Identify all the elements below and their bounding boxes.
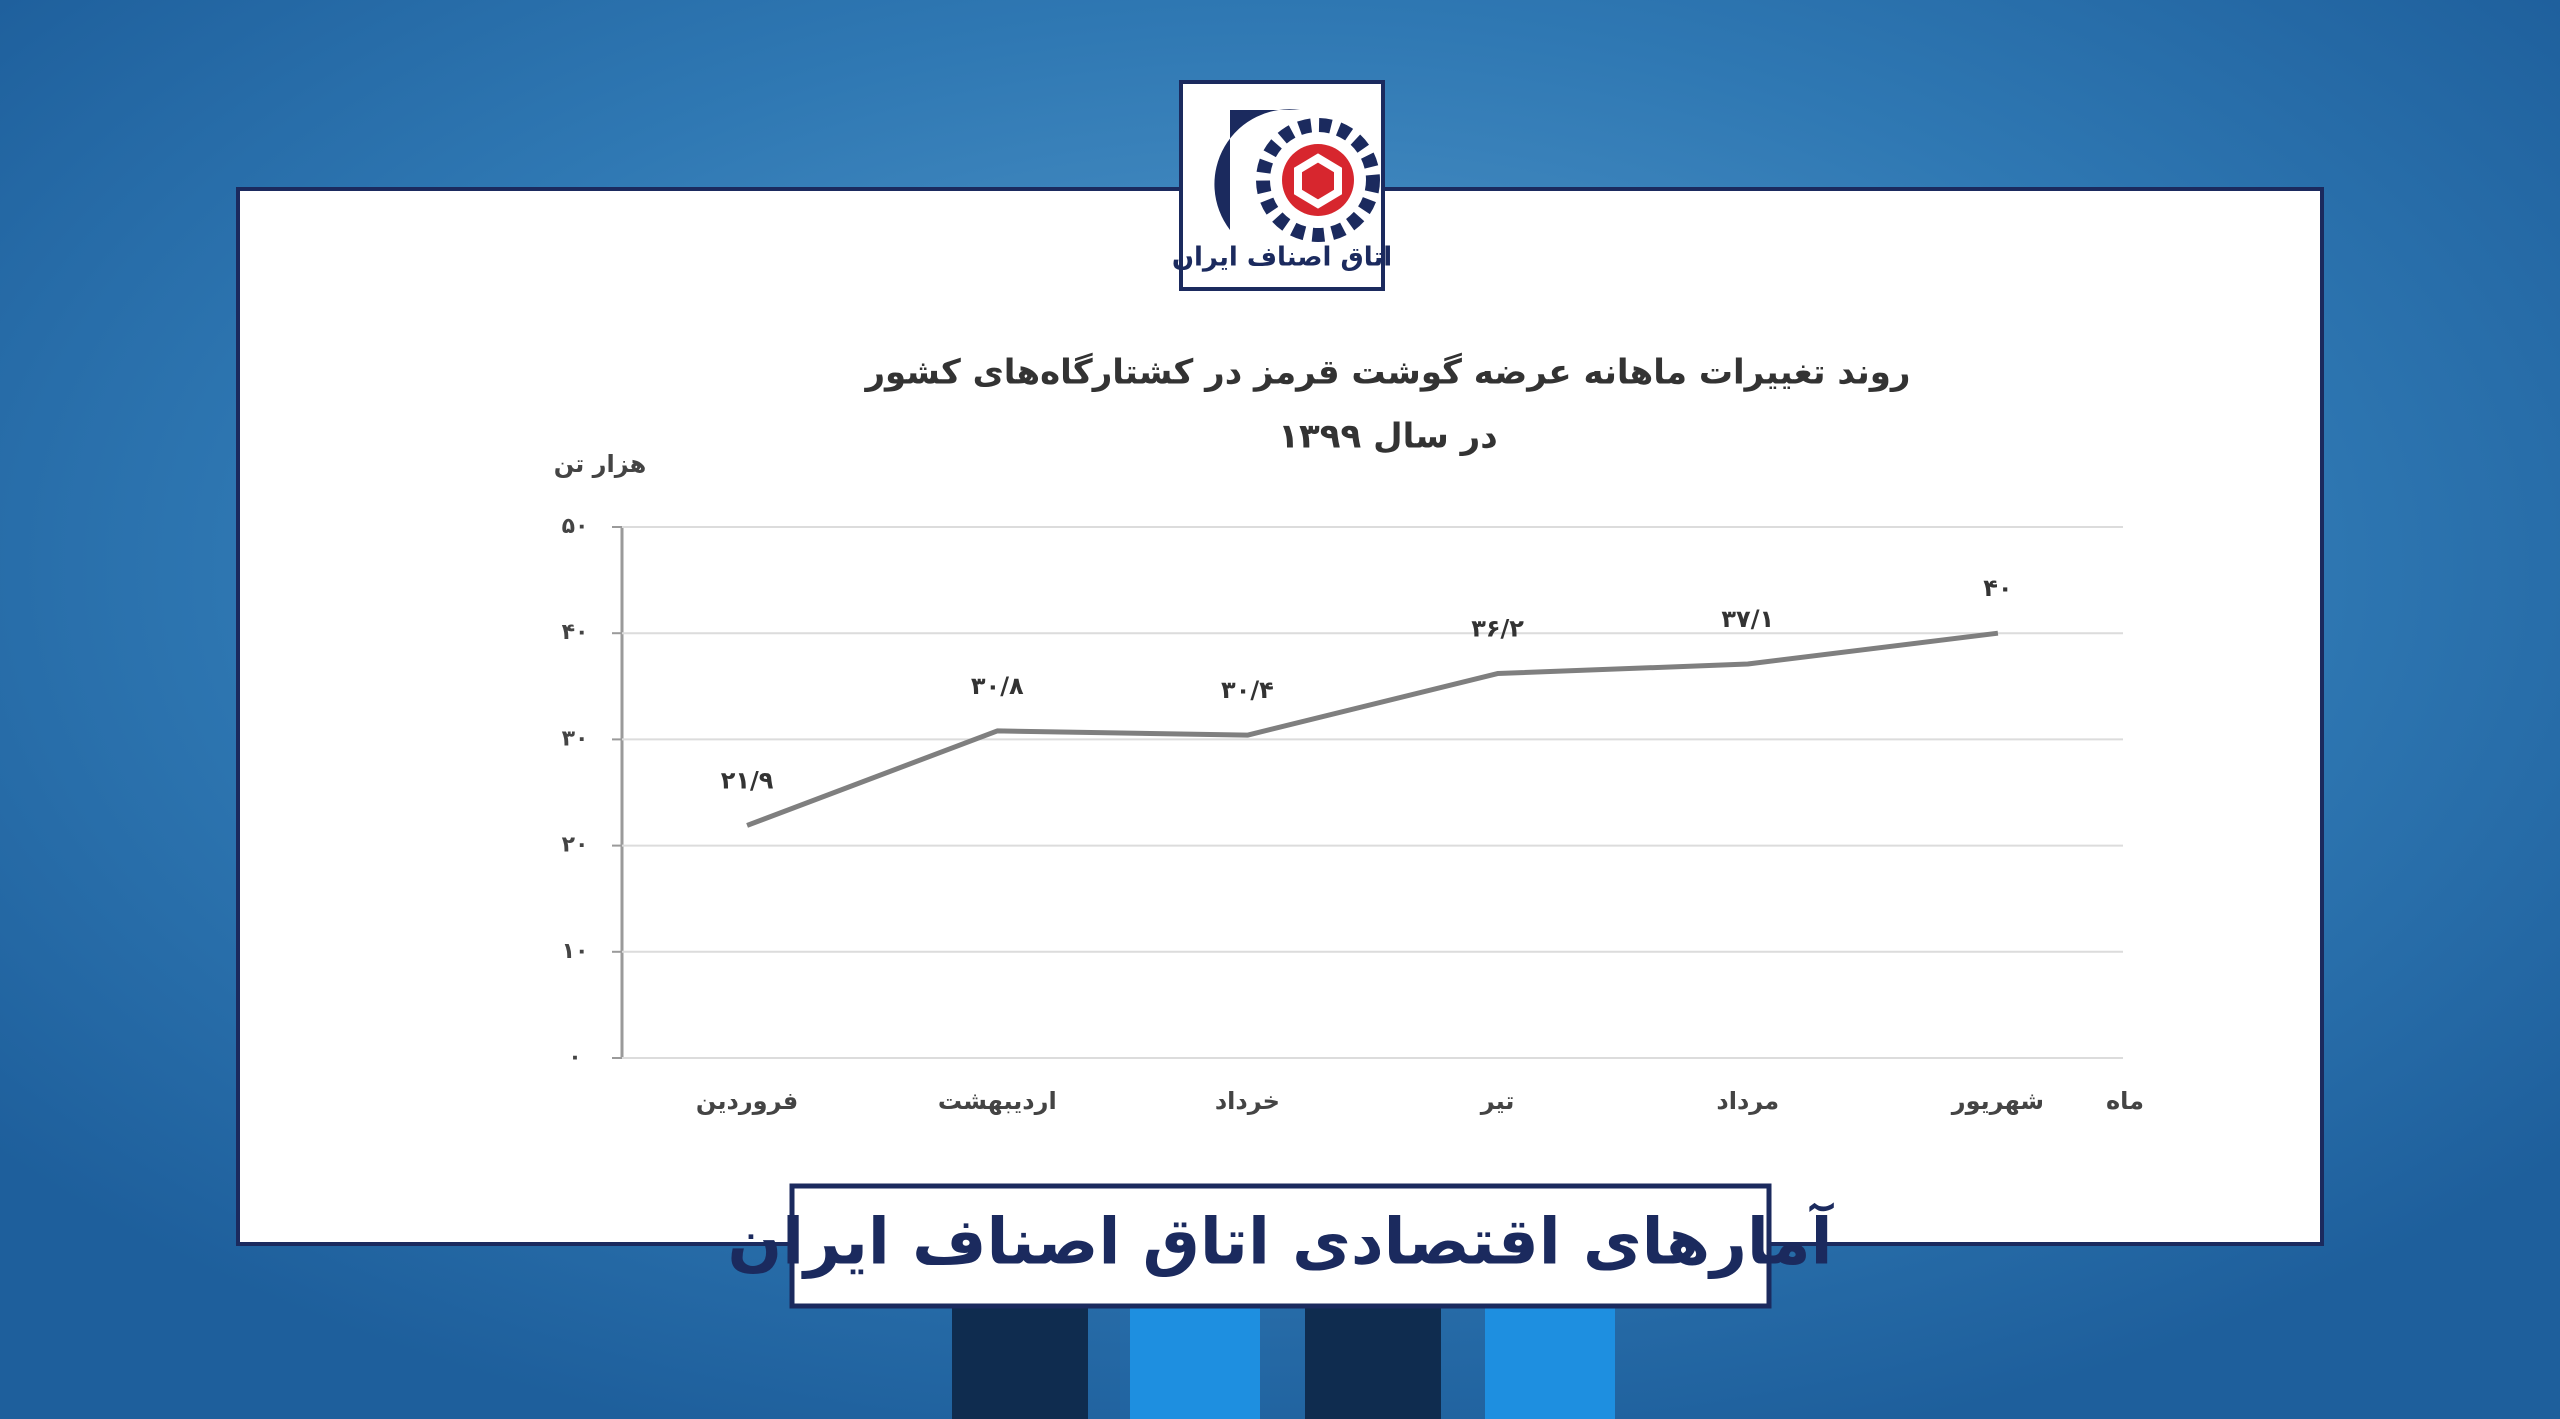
x-axis-label: ماه — [2106, 1087, 2144, 1115]
line — [746, 630, 1999, 828]
decor — [952, 1306, 1088, 1419]
y-tick-label: ۴۰ — [562, 620, 589, 645]
data-label: ۲۱/۹ — [721, 766, 774, 794]
chart-subtitle: در سال ۱۳۹۹ — [1278, 417, 1497, 457]
banner-text: آمارهای اقتصادی اتاق اصناف ایران — [727, 1202, 1834, 1280]
chart-title: روند تغییرات ماهانه عرضه گوشت قرمز در کش… — [863, 353, 1910, 393]
y-tick-label: ۵۰ — [562, 514, 589, 539]
logo-text: اتاق اصناف ایران — [1172, 243, 1392, 273]
data-label: ۳۰/۴ — [1221, 676, 1274, 704]
data-label: ۳۶/۲ — [1471, 615, 1524, 643]
y-tick-label: ۰ — [568, 1045, 581, 1070]
y-tick-label: ۳۰ — [562, 726, 589, 751]
logo-gear — [1256, 118, 1380, 242]
x-tick-label: شهریور — [1951, 1087, 2044, 1115]
data-label: ۳۰/۸ — [971, 672, 1024, 700]
decor — [1305, 1306, 1441, 1419]
decor — [1485, 1306, 1615, 1419]
logo-mark — [1282, 144, 1354, 216]
data-label: ۴۰ — [1983, 574, 2012, 602]
x-tick-label: خرداد — [1215, 1087, 1280, 1115]
panel — [236, 187, 2324, 1246]
data-label: ۳۷/۱ — [1721, 605, 1774, 633]
decor — [1130, 1306, 1260, 1419]
y-axis-label: هزار تن — [554, 450, 647, 478]
banner-box — [789, 1183, 1772, 1309]
y-tick-label: ۱۰ — [562, 939, 589, 964]
x-tick-label: فروردین — [696, 1087, 798, 1115]
y-tick-label: ۲۰ — [562, 833, 589, 858]
x-tick-label: اردیبهشت — [938, 1087, 1057, 1115]
x-tick-label: مرداد — [1716, 1087, 1779, 1115]
logo-shape — [1214, 109, 1300, 230]
logo-mark — [1294, 153, 1342, 209]
x-tick-label: تیر — [1480, 1087, 1515, 1115]
